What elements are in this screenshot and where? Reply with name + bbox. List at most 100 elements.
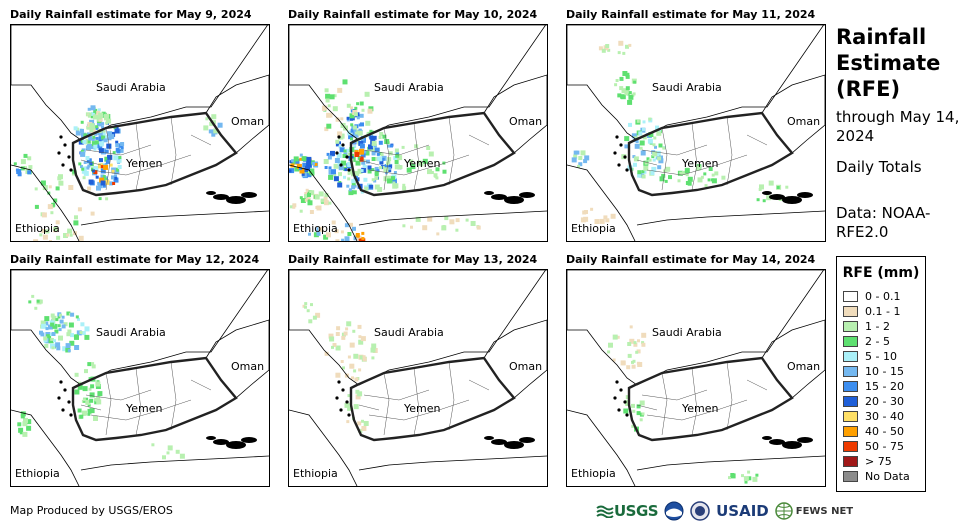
rain-cell	[333, 176, 339, 182]
rain-cell	[84, 369, 88, 374]
legend-swatch	[843, 366, 858, 377]
rain-cell	[103, 164, 109, 170]
rain-cell	[374, 166, 379, 171]
rain-cell	[99, 140, 105, 146]
rain-cell	[42, 185, 48, 191]
rain-cell	[353, 404, 359, 410]
rain-cell	[40, 332, 45, 337]
rain-cell	[612, 334, 618, 340]
rain-cell	[289, 205, 293, 209]
rain-cell	[364, 165, 368, 169]
somalia-coast	[80, 455, 269, 471]
rain-cell	[102, 132, 106, 136]
rain-cell	[28, 165, 33, 170]
rain-cell	[741, 474, 744, 478]
rain-cell	[115, 140, 119, 144]
island	[623, 155, 627, 159]
socotra-island	[762, 436, 772, 440]
rain-cell	[346, 103, 351, 108]
rain-cell	[68, 185, 74, 190]
rain-cell	[84, 334, 90, 340]
rain-cell	[51, 332, 56, 336]
rain-cell	[77, 317, 80, 321]
rain-cell	[301, 172, 305, 176]
rain-cell	[85, 156, 90, 160]
island	[341, 388, 345, 392]
rain-cell	[346, 116, 350, 120]
rain-cell	[95, 175, 99, 179]
rain-cell	[99, 158, 103, 163]
rain-cell	[785, 185, 789, 189]
rain-cell	[384, 164, 389, 169]
rain-cell	[90, 384, 95, 389]
rain-cell	[309, 168, 315, 174]
rain-cell	[376, 152, 380, 156]
rain-cell	[397, 155, 403, 161]
governorate-line	[726, 361, 733, 431]
island	[59, 135, 63, 139]
rain-cell	[627, 353, 632, 358]
legend-swatch	[843, 456, 858, 467]
rain-cell	[584, 155, 590, 161]
rain-cell	[361, 419, 364, 423]
map-panel-may-13: Daily Rainfall estimate for May 13, 2024…	[288, 253, 548, 493]
rain-cell	[354, 106, 358, 110]
label-ethiopia: Ethiopia	[15, 467, 60, 480]
rain-cell	[205, 117, 209, 121]
rain-cell	[638, 131, 643, 136]
rain-cell	[402, 224, 406, 228]
rain-cell	[331, 220, 336, 225]
rain-cell	[83, 161, 87, 164]
rain-cell	[53, 198, 58, 203]
rain-cell	[80, 149, 84, 153]
rain-cell	[359, 143, 365, 149]
rain-cell	[382, 134, 387, 139]
rain-cell	[289, 160, 293, 164]
rain-cell	[211, 132, 216, 137]
boundaries	[289, 270, 547, 486]
rain-cell	[66, 332, 71, 337]
rain-cell	[335, 143, 339, 147]
governorate-line	[636, 159, 658, 166]
legend-label: 2 - 5	[865, 335, 890, 348]
rain-cell	[334, 229, 339, 234]
rain-cell	[97, 108, 101, 112]
rain-cell	[338, 134, 344, 140]
rain-cell	[49, 333, 53, 336]
socotra-island	[226, 441, 246, 449]
rain-cell	[768, 180, 774, 186]
rain-cell	[601, 48, 606, 53]
rain-cell	[74, 372, 79, 377]
rain-cell	[356, 102, 360, 106]
totals-type: Daily Totals	[836, 158, 922, 176]
rain-cell	[598, 46, 603, 51]
governorate-line	[135, 367, 142, 436]
rain-cell	[362, 158, 366, 162]
governorate-line	[448, 361, 455, 431]
governorate-line	[170, 116, 177, 186]
rain-cell	[356, 116, 360, 120]
rain-cell	[55, 186, 60, 191]
legend-label: 10 - 15	[865, 365, 904, 378]
rain-cell	[642, 169, 647, 174]
rain-cell	[393, 171, 397, 174]
rain-cell	[310, 303, 313, 307]
rain-cell	[55, 318, 59, 322]
rain-cell	[708, 167, 713, 171]
rain-cell	[744, 480, 748, 484]
rain-cell	[80, 165, 83, 169]
rain-cell	[336, 326, 341, 331]
rain-cell	[82, 166, 87, 171]
rain-cell	[341, 160, 347, 166]
rain-cell	[622, 51, 626, 55]
rain-cell	[624, 91, 629, 96]
rain-cell	[291, 160, 296, 165]
rain-cell	[632, 359, 636, 363]
socotra-island	[782, 196, 802, 204]
rain-cell	[685, 173, 689, 177]
rain-cell	[62, 346, 68, 352]
rain-cell	[333, 163, 339, 169]
rain-cell	[112, 182, 116, 185]
map-svg: Saudi ArabiaOmanYemenEthiopiaSomalia	[567, 270, 825, 486]
rain-cell	[70, 312, 75, 317]
